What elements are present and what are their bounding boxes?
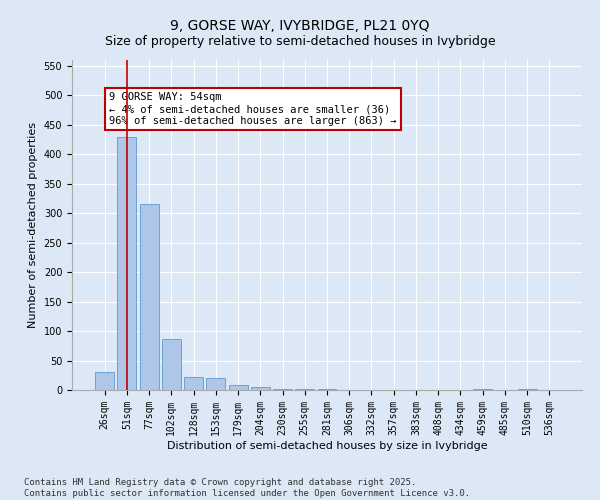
- Bar: [251, 387, 270, 390]
- X-axis label: Distribution of semi-detached houses by size in Ivybridge: Distribution of semi-detached houses by …: [167, 440, 487, 450]
- Text: 9 GORSE WAY: 54sqm
← 4% of semi-detached houses are smaller (36)
96% of semi-det: 9 GORSE WAY: 54sqm ← 4% of semi-detached…: [109, 92, 397, 126]
- Bar: [95, 372, 114, 390]
- Text: Contains HM Land Registry data © Crown copyright and database right 2025.
Contai: Contains HM Land Registry data © Crown c…: [24, 478, 470, 498]
- Bar: [273, 389, 292, 390]
- Bar: [229, 386, 248, 390]
- Text: 9, GORSE WAY, IVYBRIDGE, PL21 0YQ: 9, GORSE WAY, IVYBRIDGE, PL21 0YQ: [170, 18, 430, 32]
- Bar: [118, 136, 136, 390]
- Bar: [162, 338, 181, 390]
- Y-axis label: Number of semi-detached properties: Number of semi-detached properties: [28, 122, 38, 328]
- Text: Size of property relative to semi-detached houses in Ivybridge: Size of property relative to semi-detach…: [104, 34, 496, 48]
- Bar: [140, 204, 158, 390]
- Bar: [184, 377, 203, 390]
- Bar: [206, 378, 225, 390]
